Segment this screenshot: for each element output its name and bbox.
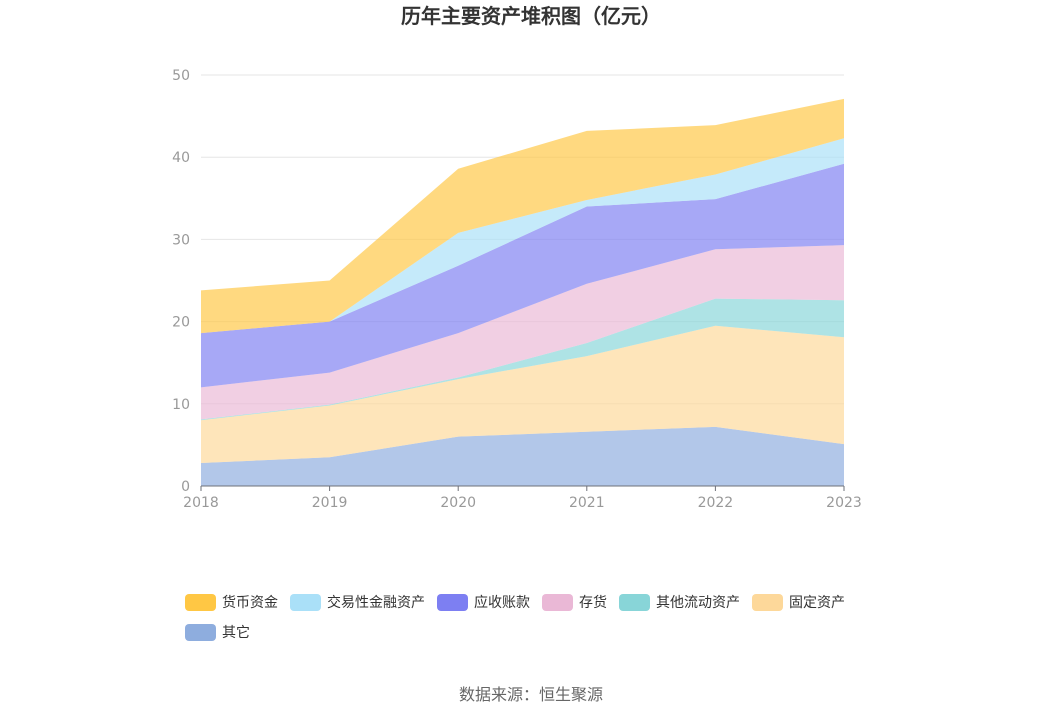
legend-swatch [619, 594, 650, 611]
y-tick-label: 10 [172, 397, 190, 413]
x-tick-label: 2020 [440, 495, 476, 511]
area-固定资产 [201, 325, 844, 463]
area-其它 [201, 426, 844, 486]
legend-label: 其它 [222, 624, 250, 641]
y-tick-label: 0 [181, 479, 190, 495]
y-tick-label: 30 [172, 232, 190, 248]
legend-label: 应收账款 [474, 594, 530, 611]
legend-swatch [752, 594, 783, 611]
area-存货 [201, 245, 844, 420]
legend-item[interactable]: 其他流动资产 [619, 594, 740, 611]
area-应收账款 [201, 163, 844, 388]
legend-item[interactable]: 交易性金融资产 [290, 594, 425, 611]
legend-label: 固定资产 [789, 595, 845, 611]
x-tick-label: 2022 [698, 495, 734, 511]
legend-item[interactable]: 固定资产 [752, 594, 845, 611]
legend-item[interactable]: 存货 [542, 594, 607, 611]
legend-swatch [185, 624, 216, 641]
legend-item[interactable]: 货币资金 [185, 594, 278, 611]
axes: 0 10 20 30 40 50 2018 2019 2020 2021 2022 2023 [172, 68, 862, 511]
y-tick-label: 50 [172, 68, 190, 84]
legend-swatch [185, 594, 216, 611]
y-tick-label: 20 [172, 315, 190, 331]
area-series [201, 98, 844, 486]
area-货币资金 [201, 98, 844, 334]
legend-swatch [542, 594, 573, 611]
area-交易性金融资产 [201, 138, 844, 334]
legend-swatch [437, 594, 468, 611]
legend-item[interactable]: 其它 [185, 624, 250, 641]
legend-label: 其他流动资产 [656, 595, 740, 611]
data-source-label: 数据来源：恒生聚源 [459, 685, 603, 704]
area-其他流动资产 [201, 298, 844, 421]
x-tick-label: 2019 [312, 495, 348, 511]
x-tick-label: 2023 [826, 495, 862, 511]
legend-label: 货币资金 [222, 594, 278, 611]
legend-item[interactable]: 应收账款 [437, 594, 530, 611]
chart-title: 历年主要资产堆积图（亿元） [401, 4, 661, 28]
legend-label: 交易性金融资产 [327, 594, 425, 611]
legend-swatch [290, 594, 321, 611]
x-tick-label: 2021 [569, 495, 605, 511]
x-tick-label: 2018 [183, 495, 219, 511]
legend-label: 存货 [579, 594, 607, 611]
y-tick-label: 40 [172, 150, 190, 166]
